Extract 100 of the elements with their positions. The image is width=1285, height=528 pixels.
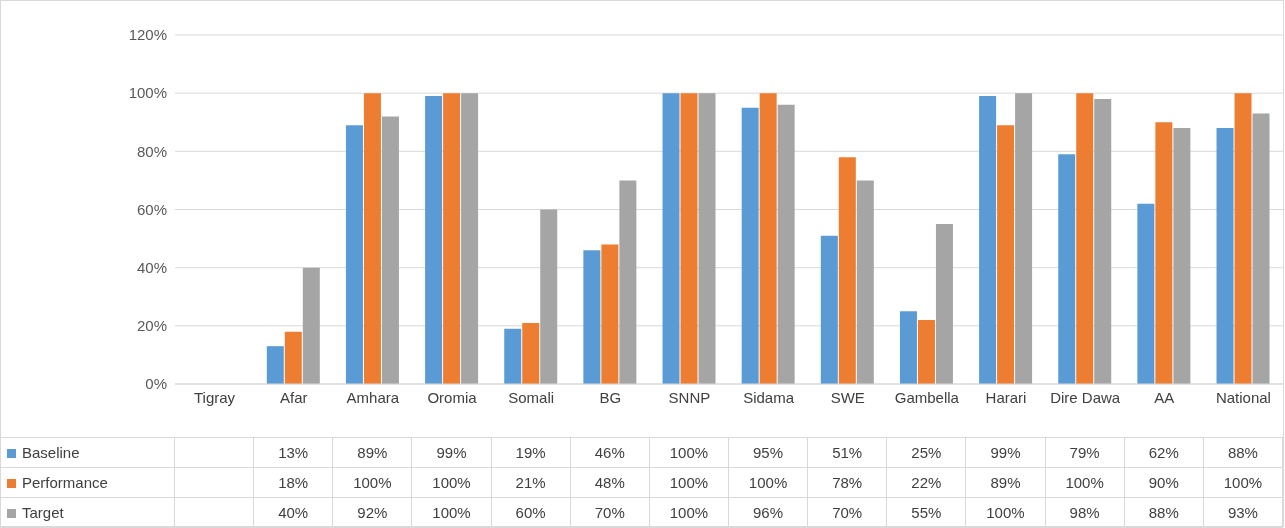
bar [443, 93, 461, 384]
data-label: 99% [411, 437, 492, 468]
legend-label: Target [0, 497, 175, 528]
y-tick-label: 20% [136, 317, 167, 335]
x-tick-label: National [1215, 388, 1271, 406]
y-tick-label: 100% [128, 84, 167, 102]
bar [381, 116, 399, 384]
data-label: 48% [570, 467, 650, 498]
data-label: 18% [253, 467, 333, 498]
x-tick-label: BG [599, 388, 622, 406]
bar [680, 93, 698, 384]
data-label: 55% [886, 497, 966, 528]
y-tick-label: 60% [136, 200, 167, 218]
data-label: 100% [332, 467, 412, 498]
bar [1216, 128, 1234, 384]
data-label: 100% [1203, 467, 1283, 498]
data-label: 21% [491, 467, 571, 498]
bar [820, 235, 838, 384]
x-tick-label: SNNP [668, 388, 711, 406]
data-label: 90% [1124, 467, 1204, 498]
data-label: 93% [1203, 497, 1283, 528]
x-tick-label: Amhara [346, 388, 400, 406]
bar [662, 93, 680, 384]
data-label: 98% [1045, 497, 1125, 528]
bar [302, 267, 320, 384]
data-label: 78% [807, 467, 887, 498]
data-label: 100% [649, 437, 729, 468]
legend-label: Baseline [0, 437, 175, 468]
data-label: 70% [570, 497, 650, 528]
data-label: 100% [965, 497, 1046, 528]
data-label: 100% [411, 497, 492, 528]
bar [1076, 93, 1094, 384]
bar [540, 209, 558, 384]
x-tick-label: AA [1154, 388, 1175, 406]
data-label: 100% [649, 467, 729, 498]
bar [899, 311, 917, 384]
data-label: 70% [807, 497, 887, 528]
bar [425, 96, 443, 384]
data-label: 100% [649, 497, 729, 528]
data-label: 51% [807, 437, 887, 468]
data-label: 25% [886, 437, 966, 468]
data-label: 88% [1124, 497, 1204, 528]
data-label: 88% [1203, 437, 1283, 468]
data-label: 100% [728, 467, 808, 498]
legend-label: Performance [0, 467, 175, 498]
bar [1173, 128, 1191, 384]
data-label: 60% [491, 497, 571, 528]
bar [601, 244, 619, 384]
y-tick-label: 40% [136, 258, 167, 276]
bar [698, 93, 716, 384]
bar [522, 322, 540, 384]
bar [266, 346, 284, 384]
y-tick-label: 120% [128, 26, 167, 44]
bar [1015, 93, 1033, 384]
bar [1252, 113, 1270, 384]
bar [1094, 98, 1112, 384]
x-tick-label: Dire Dawa [1050, 388, 1121, 406]
bar [1155, 122, 1173, 384]
x-tick-label: SWE [830, 388, 865, 406]
data-label: 95% [728, 437, 808, 468]
data-label: 99% [965, 437, 1046, 468]
bar [917, 320, 935, 384]
bar [777, 104, 795, 384]
x-tick-label: Sidama [743, 388, 795, 406]
bar [1058, 154, 1076, 384]
bar [284, 331, 302, 384]
data-label: 22% [886, 467, 966, 498]
bar [504, 328, 522, 384]
data-label: 19% [491, 437, 571, 468]
bar [935, 224, 953, 384]
bar [1137, 203, 1155, 384]
data-label: 40% [253, 497, 333, 528]
bar [363, 93, 381, 384]
data-label: 79% [1045, 437, 1125, 468]
data-label: 13% [253, 437, 333, 468]
x-tick-label: Tigray [194, 388, 236, 406]
x-tick-label: Somali [508, 388, 555, 406]
bar [741, 107, 759, 384]
bar [345, 125, 363, 384]
bar [838, 157, 856, 384]
y-tick-label: 80% [136, 142, 167, 160]
x-tick-label: Harari [985, 388, 1027, 406]
bar [856, 180, 874, 384]
bar [583, 250, 601, 384]
bar [759, 93, 777, 384]
x-tick-label: Oromia [427, 388, 478, 406]
data-label: 92% [332, 497, 412, 528]
data-label: 89% [332, 437, 412, 468]
data-label: 62% [1124, 437, 1204, 468]
bar [979, 96, 997, 384]
bar [1234, 93, 1252, 384]
x-tick-label: Gambella [894, 388, 960, 406]
x-tick-label: Afar [279, 388, 308, 406]
bar [619, 180, 637, 384]
bar [461, 93, 479, 384]
data-label: 96% [728, 497, 808, 528]
data-label: 100% [1045, 467, 1125, 498]
data-label: 100% [411, 467, 492, 498]
y-tick-label: 0% [145, 375, 167, 393]
bar [997, 125, 1015, 384]
